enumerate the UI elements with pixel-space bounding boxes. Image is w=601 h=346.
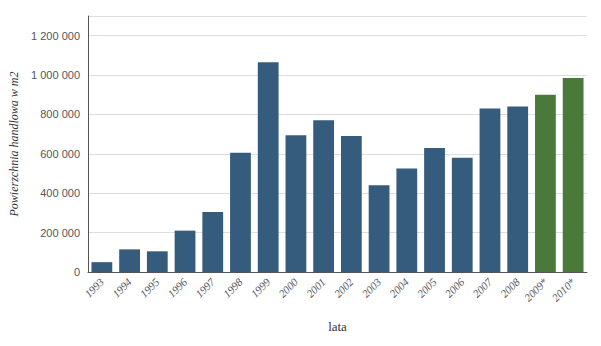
svg-text:2001: 2001 xyxy=(304,276,328,300)
svg-text:Powierzchnia handlowa w m2: Powierzchnia handlowa w m2 xyxy=(7,71,21,217)
svg-text:2008: 2008 xyxy=(498,275,522,299)
svg-text:2002: 2002 xyxy=(332,275,356,299)
svg-text:2000: 2000 xyxy=(276,275,300,299)
svg-text:1999: 1999 xyxy=(248,275,272,299)
svg-text:2006: 2006 xyxy=(442,275,466,299)
svg-text:1 200 000: 1 200 000 xyxy=(31,30,80,42)
svg-text:1998: 1998 xyxy=(221,275,245,299)
svg-text:2003: 2003 xyxy=(359,275,383,299)
svg-text:1996: 1996 xyxy=(165,275,189,299)
svg-text:2004: 2004 xyxy=(387,275,411,299)
svg-text:2007: 2007 xyxy=(470,275,494,299)
svg-text:1 000 000: 1 000 000 xyxy=(31,69,80,81)
svg-text:1995: 1995 xyxy=(138,275,162,299)
svg-text:1997: 1997 xyxy=(193,275,217,299)
svg-text:1993: 1993 xyxy=(82,275,106,299)
svg-text:800 000: 800 000 xyxy=(40,108,80,120)
svg-text:200 000: 200 000 xyxy=(40,227,80,239)
svg-text:2005: 2005 xyxy=(415,275,439,299)
svg-text:lata: lata xyxy=(328,319,347,334)
svg-text:400 000: 400 000 xyxy=(40,187,80,199)
svg-text:1994: 1994 xyxy=(110,275,134,299)
svg-text:2010*: 2010* xyxy=(549,275,577,303)
svg-text:600 000: 600 000 xyxy=(40,148,80,160)
svg-text:2009*: 2009* xyxy=(522,275,550,303)
svg-text:0: 0 xyxy=(74,266,80,278)
